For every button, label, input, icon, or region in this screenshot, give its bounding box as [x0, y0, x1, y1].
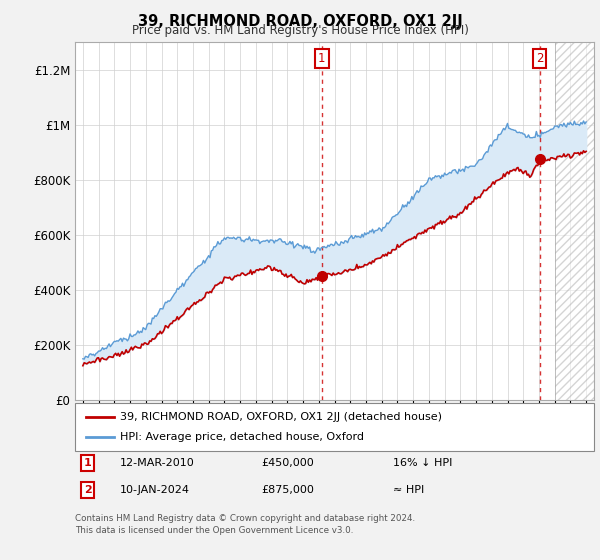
Text: Price paid vs. HM Land Registry's House Price Index (HPI): Price paid vs. HM Land Registry's House …	[131, 24, 469, 37]
Text: £450,000: £450,000	[261, 458, 314, 468]
Text: ≈ HPI: ≈ HPI	[393, 485, 424, 495]
Text: 39, RICHMOND ROAD, OXFORD, OX1 2JJ: 39, RICHMOND ROAD, OXFORD, OX1 2JJ	[137, 14, 463, 29]
Text: 39, RICHMOND ROAD, OXFORD, OX1 2JJ (detached house): 39, RICHMOND ROAD, OXFORD, OX1 2JJ (deta…	[120, 412, 442, 422]
Text: 10-JAN-2024: 10-JAN-2024	[120, 485, 190, 495]
Text: 2: 2	[536, 52, 544, 64]
Text: 1: 1	[84, 458, 91, 468]
Text: 2: 2	[84, 485, 91, 495]
Text: HPI: Average price, detached house, Oxford: HPI: Average price, detached house, Oxfo…	[120, 432, 364, 442]
Text: 16% ↓ HPI: 16% ↓ HPI	[393, 458, 452, 468]
Text: 12-MAR-2010: 12-MAR-2010	[120, 458, 195, 468]
Text: £875,000: £875,000	[261, 485, 314, 495]
Text: Contains HM Land Registry data © Crown copyright and database right 2024.
This d: Contains HM Land Registry data © Crown c…	[75, 514, 415, 535]
Text: 1: 1	[318, 52, 326, 64]
